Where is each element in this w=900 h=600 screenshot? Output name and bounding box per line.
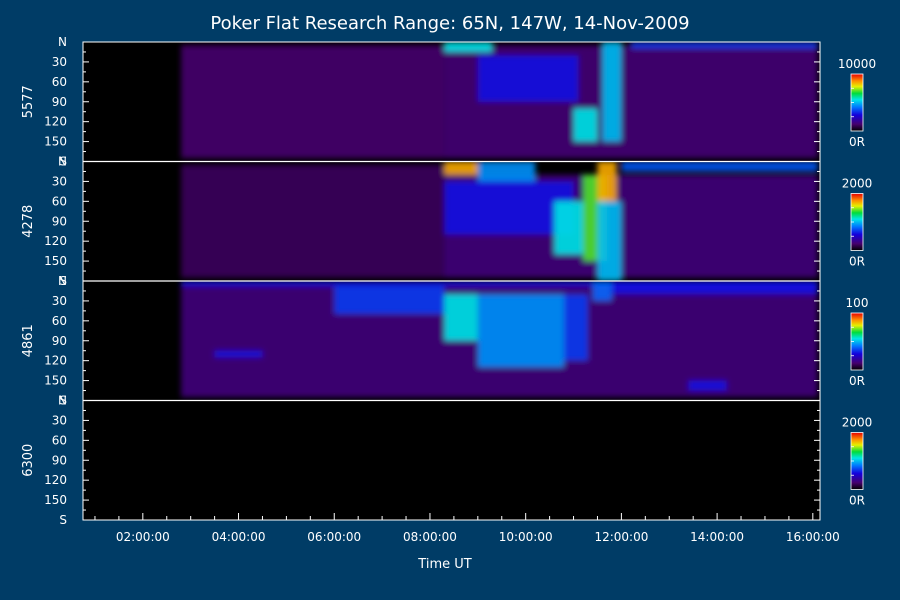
intensity-region xyxy=(444,42,493,52)
intensity-region xyxy=(621,161,818,172)
y-tick-label: 150 xyxy=(44,254,67,268)
x-tick-label: 06:00:00 xyxy=(307,530,361,544)
panel-intensity-layer xyxy=(181,281,818,398)
colorbar-min-label: 0R xyxy=(849,374,865,388)
colorbar-max-label: 10000 xyxy=(838,57,876,71)
intensity-region xyxy=(444,294,478,341)
colorbar-max-label: 2000 xyxy=(842,416,873,430)
intensity-region xyxy=(181,45,445,159)
y-tick-label: 30 xyxy=(52,174,67,188)
y-tick-label: 60 xyxy=(52,194,67,208)
colorbar-min-label: 0R xyxy=(849,255,865,269)
x-axis: 02:00:00 04:00:00 06:00:00 08:00:00 10:00:00… xyxy=(83,513,840,544)
intensity-region xyxy=(597,161,617,202)
intensity-region xyxy=(214,350,263,358)
panel-6300: N 30 60 90 120 150 S 6300 2000 0R xyxy=(21,394,872,528)
y-tick-label: 90 xyxy=(52,214,67,228)
y-tick-label: 30 xyxy=(52,413,67,427)
y-tick-label: 30 xyxy=(52,55,67,69)
y-tick-label: 150 xyxy=(44,135,67,149)
x-tick-label: 14:00:00 xyxy=(690,530,744,544)
panel-plot-area xyxy=(83,400,820,520)
panel-4278: N 30 60 90 120 150 S 4278 2000 0R xyxy=(21,155,872,289)
x-tick-label: 04:00:00 xyxy=(212,530,266,544)
panel-5577: N 30 60 90 120 150 S 5577 10000 0R xyxy=(21,35,876,169)
panel-4861: N 30 60 90 120 150 S 4861 100 0R xyxy=(21,274,868,408)
x-tick-label: 10:00:00 xyxy=(499,530,553,544)
y-tick-label: S xyxy=(59,513,67,527)
panel-intensity-layer xyxy=(181,161,818,281)
wavelength-label: 4861 xyxy=(21,324,36,357)
y-tick-label: 60 xyxy=(52,433,67,447)
intensity-region xyxy=(477,161,536,182)
y-tick-label: 120 xyxy=(44,115,67,129)
intensity-region xyxy=(477,55,579,102)
y-tick-label: S xyxy=(59,274,67,288)
wavelength-label: 4278 xyxy=(21,205,36,238)
y-tick-label: 150 xyxy=(44,374,67,388)
y-tick-label: N xyxy=(58,274,67,288)
y-tick-label: 60 xyxy=(52,75,67,89)
colorbar-max-label: 100 xyxy=(846,296,869,310)
y-tick-label: S xyxy=(59,155,67,169)
x-tick-label: 12:00:00 xyxy=(594,530,648,544)
intensity-region xyxy=(444,161,478,175)
x-axis-label: Time UT xyxy=(417,557,471,572)
y-tick-label: 120 xyxy=(44,354,67,368)
y-tick-label: 120 xyxy=(44,234,67,248)
intensity-region xyxy=(573,108,598,142)
x-tick-label: 02:00:00 xyxy=(116,530,170,544)
intensity-region xyxy=(597,201,622,281)
y-tick-label: S xyxy=(59,394,67,408)
y-tick-label: N xyxy=(58,155,67,169)
intensity-region xyxy=(602,42,622,142)
colorbar-max-label: 2000 xyxy=(842,177,873,191)
x-tick-label: 16:00:00 xyxy=(786,530,840,544)
intensity-region xyxy=(688,380,727,391)
y-tick-label: N xyxy=(58,35,67,49)
wavelength-label: 6300 xyxy=(21,444,36,477)
y-tick-label: 30 xyxy=(52,294,67,308)
y-tick-label: 90 xyxy=(52,95,67,109)
y-tick-label: 150 xyxy=(44,493,67,507)
colorbar-min-label: 0R xyxy=(849,135,865,149)
intensity-region xyxy=(563,294,588,361)
wavelength-label: 5577 xyxy=(21,85,36,118)
y-tick-label: N xyxy=(58,394,67,408)
keogram-panels: N 30 60 90 120 150 S 5577 10000 0R N 30 60 90 120 150 S 4… xyxy=(21,35,876,527)
intensity-region xyxy=(630,42,818,49)
intensity-region xyxy=(181,281,818,287)
y-tick-label: 90 xyxy=(52,334,67,348)
intensity-region xyxy=(181,164,445,278)
x-tick-label: 08:00:00 xyxy=(403,530,457,544)
y-tick-label: 120 xyxy=(44,473,67,487)
intensity-region xyxy=(444,181,574,235)
y-tick-label: 90 xyxy=(52,453,67,467)
intensity-region xyxy=(477,294,564,368)
intensity-region xyxy=(592,281,612,301)
colorbar-min-label: 0R xyxy=(849,494,865,508)
intensity-region xyxy=(611,281,818,295)
intensity-region xyxy=(334,286,445,315)
intensity-region xyxy=(554,201,584,255)
chart-title: Poker Flat Research Range: 65N, 147W, 14… xyxy=(210,13,689,34)
panel-intensity-layer xyxy=(181,42,818,159)
y-tick-label: 60 xyxy=(52,314,67,328)
